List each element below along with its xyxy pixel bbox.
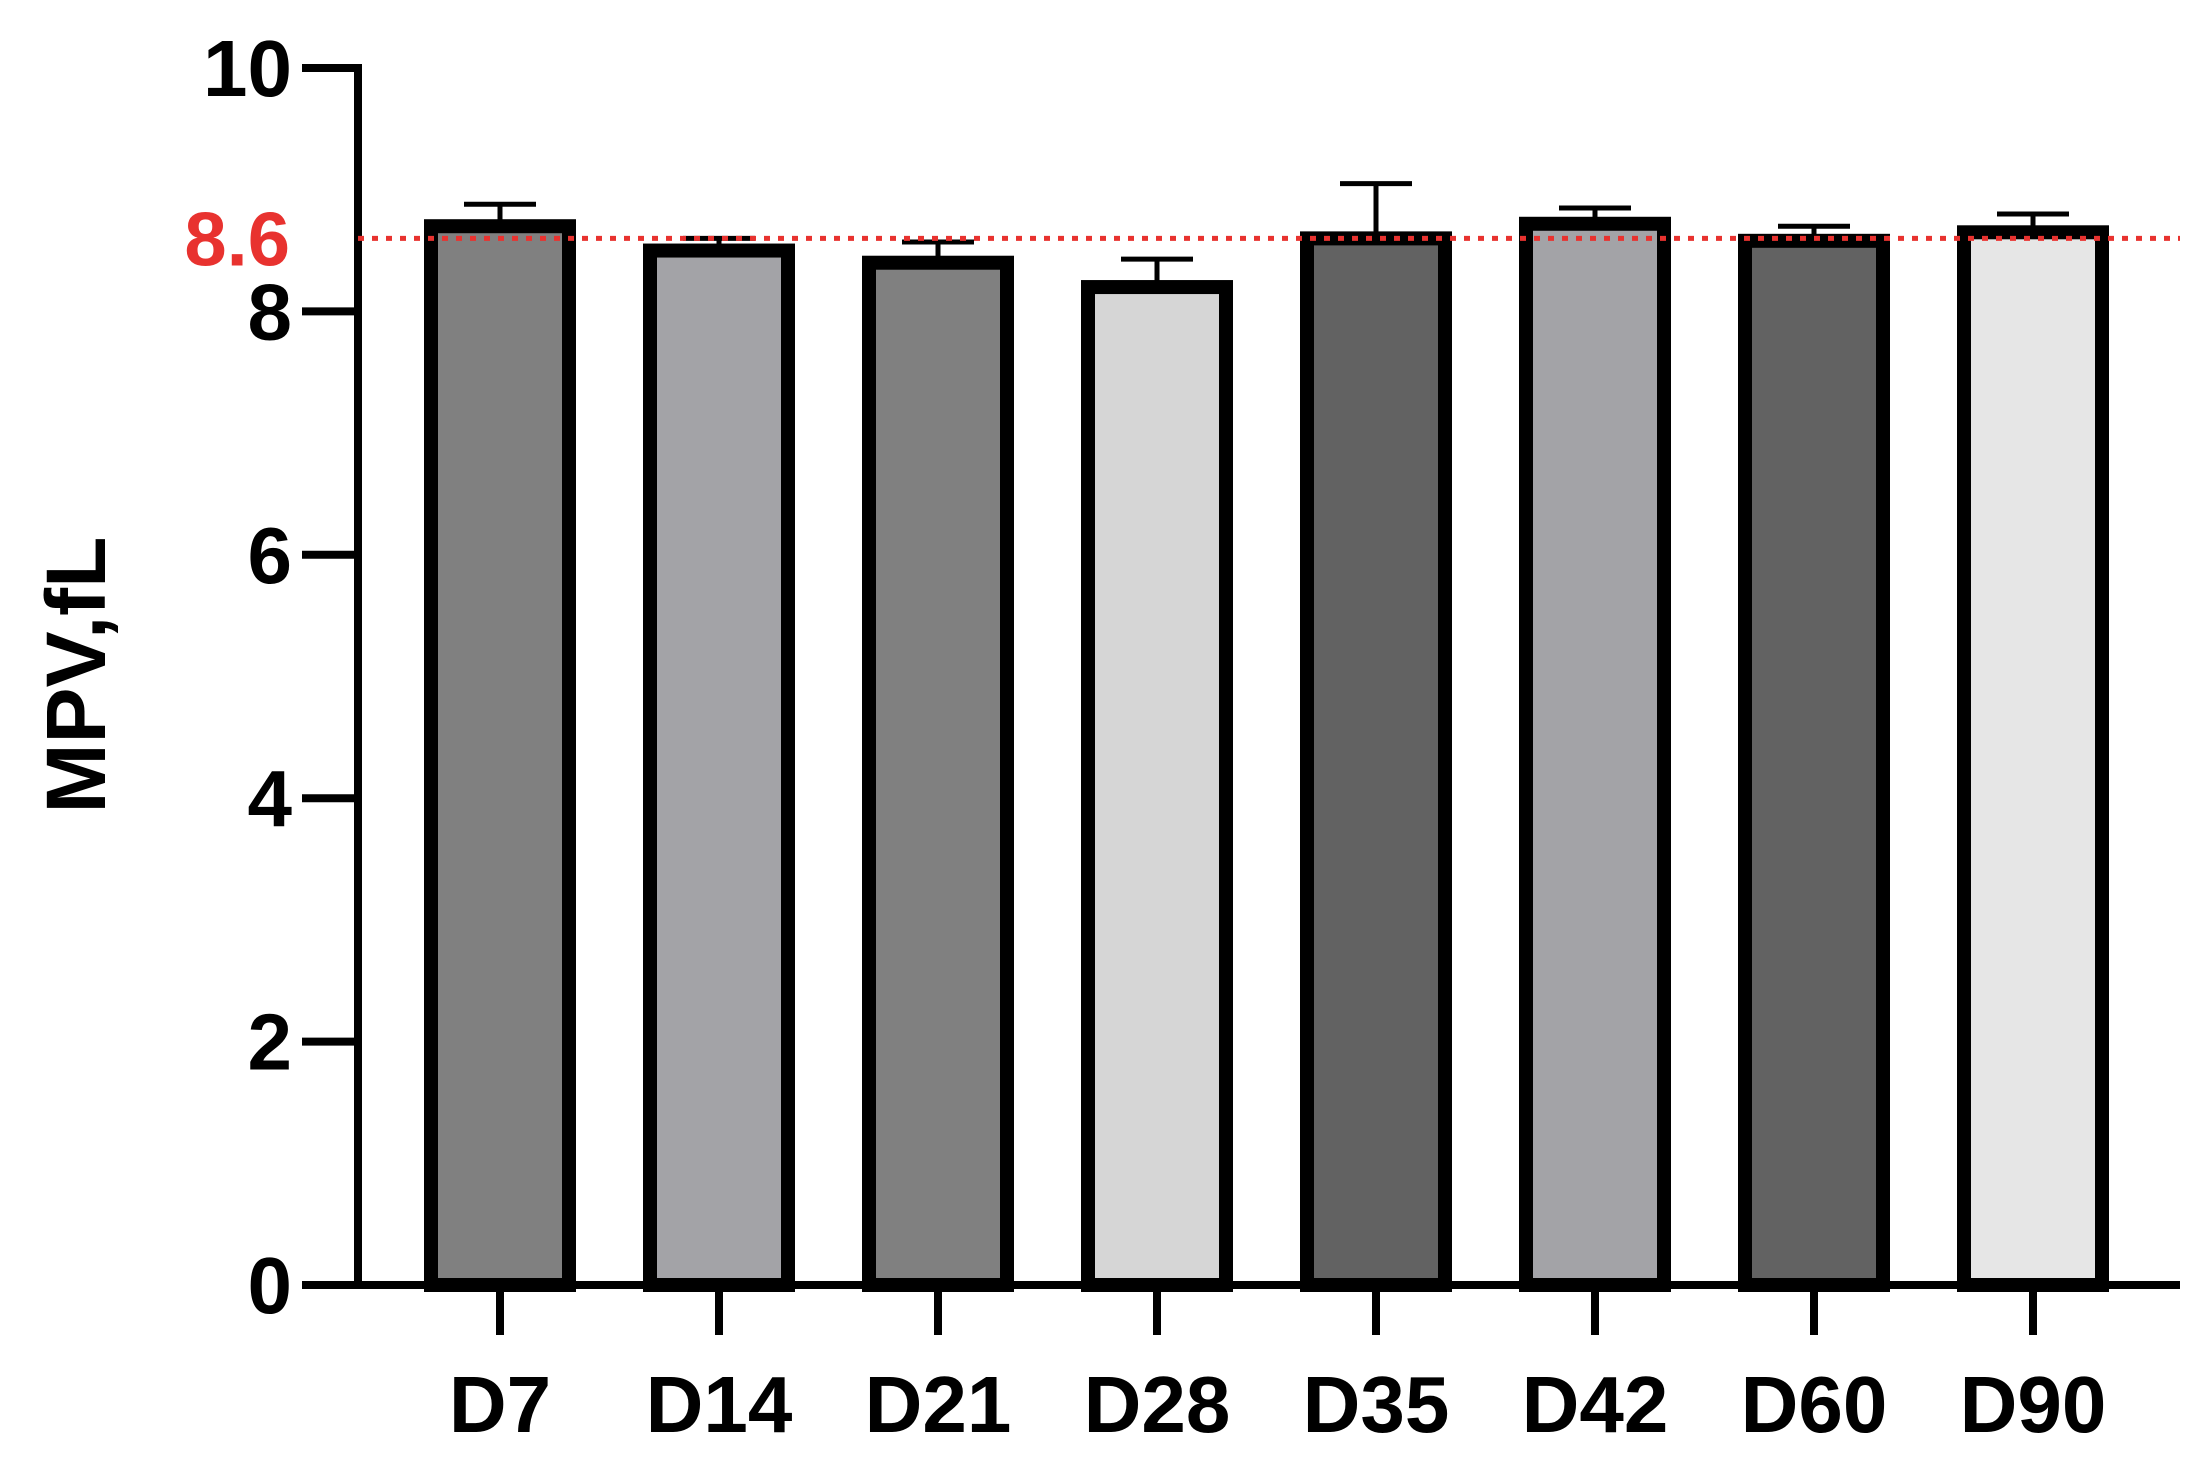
x-ticks-layer: D7 D14 D21 D28 D35 D42 D60 D90: [449, 1285, 2107, 1449]
y-tick-label-0: 0: [248, 1241, 293, 1330]
bar-d35: [1300, 231, 1452, 1292]
x-tick-label-d42: D42: [1522, 1360, 1669, 1449]
bars-layer: [424, 216, 2109, 1293]
bar-d42: [1519, 216, 1671, 1292]
x-tick-label-d14: D14: [646, 1360, 793, 1449]
y-axis-label: MPV,fL: [29, 537, 123, 814]
y-ticks-layer: 0 2 4 6 8 10: [203, 24, 358, 1330]
y-tick-label-10: 10: [203, 24, 292, 113]
y-tick-label-2: 2: [248, 998, 293, 1087]
error-bars-layer: [464, 181, 2069, 288]
y-tick-label-8: 8: [248, 267, 293, 356]
x-tick-label-d7: D7: [449, 1360, 551, 1449]
bar-d28: [1081, 280, 1233, 1292]
bar-d60: [1738, 233, 1890, 1293]
x-tick-label-d35: D35: [1303, 1360, 1450, 1449]
y-tick-label-4: 4: [248, 754, 293, 843]
x-tick-label-d21: D21: [865, 1360, 1012, 1449]
bar-d7: [424, 219, 576, 1293]
x-tick-label-d28: D28: [1084, 1360, 1231, 1449]
reference-line-label: 8.6: [184, 197, 290, 282]
bar-d90: [1957, 225, 2109, 1292]
bar-d21: [862, 255, 1014, 1293]
y-tick-label-6: 6: [248, 511, 293, 600]
x-tick-label-d60: D60: [1741, 1360, 1888, 1449]
x-tick-label-d90: D90: [1960, 1360, 2107, 1449]
bar-d14: [643, 243, 795, 1292]
